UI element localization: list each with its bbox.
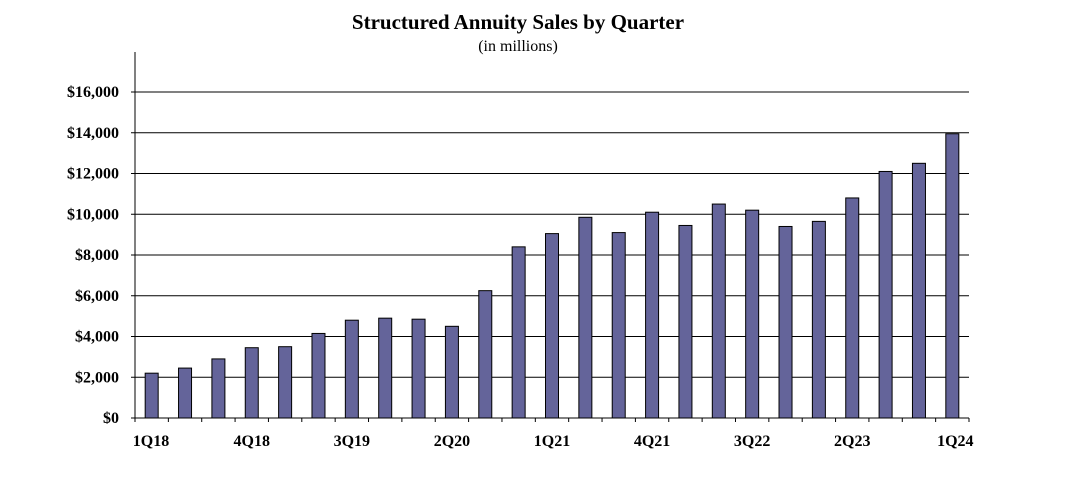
bar-1Q20: [411, 318, 426, 419]
chart-subtitle: (in millions): [478, 38, 558, 55]
x-tick-label: 4Q21: [634, 433, 670, 450]
x-tick-label: 2Q23: [834, 433, 870, 450]
bar-4Q19: [378, 317, 393, 419]
bar-1Q24: [945, 133, 960, 419]
bar-1Q19: [278, 346, 293, 419]
y-tick-label: $8,000: [75, 247, 119, 264]
y-tick-label: $10,000: [67, 206, 119, 223]
bar-3Q21: [611, 232, 626, 419]
x-tick-label: 4Q18: [234, 433, 270, 450]
y-tick-label: $14,000: [67, 125, 119, 142]
x-tick-label: 1Q21: [534, 433, 570, 450]
x-tick-label: 3Q19: [334, 433, 370, 450]
bar-3Q23: [878, 170, 893, 419]
bar-2Q22: [711, 203, 726, 419]
y-tick-label: $12,000: [67, 166, 119, 183]
bar-4Q23: [911, 162, 926, 419]
x-tick-label: 1Q24: [937, 433, 973, 450]
y-tick-label: $4,000: [75, 329, 119, 346]
bar-1Q22: [678, 224, 693, 419]
bar-2Q23: [845, 197, 860, 419]
bar-2Q18: [178, 367, 193, 419]
x-tick-label: 2Q20: [434, 433, 470, 450]
bar-3Q22: [745, 209, 760, 419]
bar-1Q18: [144, 372, 159, 419]
bar-3Q18: [211, 358, 226, 419]
bar-4Q18: [244, 347, 259, 419]
chart-title: Structured Annuity Sales by Quarter: [351, 10, 685, 34]
y-tick-label: $6,000: [75, 288, 119, 305]
bar-3Q20: [478, 290, 493, 419]
bar-1Q23: [811, 220, 826, 419]
bar-3Q19: [344, 319, 359, 419]
bar-2Q21: [578, 216, 593, 419]
bar-1Q21: [545, 233, 559, 419]
bar-4Q21: [645, 211, 660, 419]
y-tick-label: $0: [103, 410, 119, 427]
x-tick-label: 1Q18: [133, 433, 169, 450]
x-tick-label: 3Q22: [734, 433, 770, 450]
bar-2Q19: [311, 332, 326, 419]
bar-4Q20: [511, 246, 526, 419]
bar-4Q22: [778, 225, 793, 419]
y-tick-label: $16,000: [67, 84, 119, 101]
y-tick-label: $2,000: [75, 369, 119, 386]
bar-2Q20: [444, 325, 459, 419]
